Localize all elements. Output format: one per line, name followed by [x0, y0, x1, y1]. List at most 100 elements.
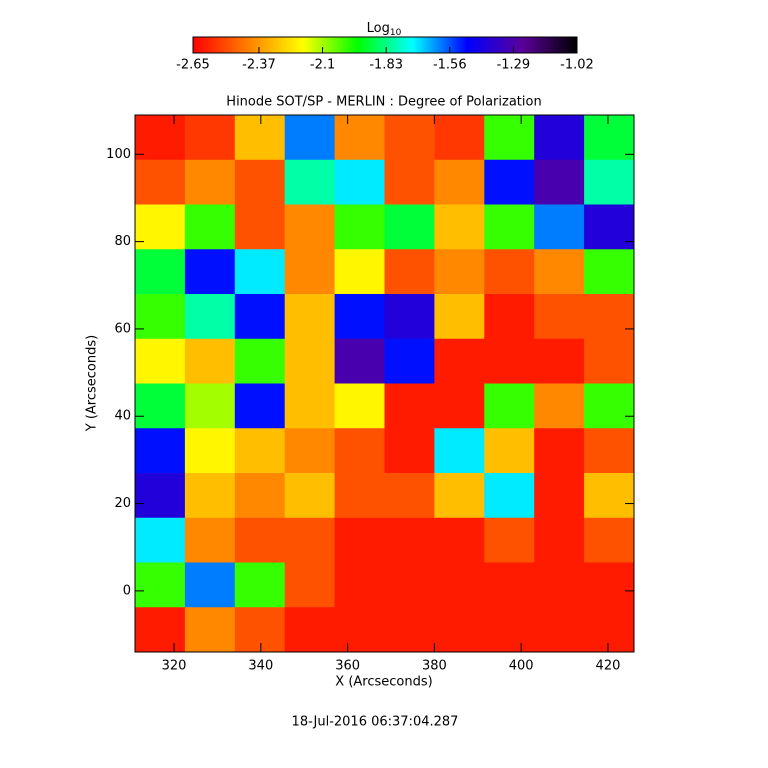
heatmap-cell	[484, 204, 535, 250]
heatmap-cell	[184, 562, 236, 608]
heatmap-cell	[135, 517, 186, 563]
y-tick-label: 80	[114, 234, 131, 249]
heatmap-cell	[184, 294, 236, 340]
heatmap-cell	[184, 607, 236, 653]
heatmap-cell	[384, 294, 435, 340]
heatmap-cell	[384, 383, 435, 429]
heatmap-cell	[234, 249, 286, 295]
heatmap-cell	[534, 383, 585, 429]
x-axis-label: X (Arcseconds)	[335, 675, 432, 690]
heatmap-cell	[534, 294, 585, 340]
y-axis-label: Y (Arcseconds)	[85, 335, 100, 432]
heatmap-cell	[234, 159, 286, 205]
heatmap-cell	[384, 249, 435, 295]
heatmap-cell	[135, 473, 186, 519]
heatmap-cell	[434, 204, 485, 250]
heatmap-cell	[434, 517, 485, 563]
heatmap-cell	[434, 294, 485, 340]
heatmap-cell	[284, 249, 336, 295]
heatmap-cell	[135, 562, 186, 608]
heatmap-cell	[584, 428, 635, 474]
heatmap-cell	[234, 473, 286, 519]
heatmap-cell	[534, 204, 585, 250]
heatmap-cell	[434, 428, 485, 474]
heatmap-cell	[384, 115, 435, 161]
heatmap-cell	[234, 562, 286, 608]
heatmap-cell	[584, 607, 635, 653]
heatmap-cell	[534, 115, 585, 161]
x-tick-label: 420	[596, 659, 621, 674]
heatmap-cell	[434, 115, 485, 161]
colorbar-tick-label: -1.02	[560, 58, 594, 73]
colorbar-tick-label: -1.83	[369, 58, 403, 73]
heatmap-cell	[284, 473, 336, 519]
y-tick-label: 60	[114, 321, 131, 336]
heatmap-cell	[334, 473, 385, 519]
heatmap-cell	[584, 473, 635, 519]
heatmap-cell	[284, 517, 336, 563]
heatmap-cell	[334, 517, 385, 563]
heatmap-cell	[434, 338, 485, 384]
heatmap-cell	[584, 115, 635, 161]
heatmap-cell	[534, 159, 585, 205]
x-tick-label: 320	[162, 659, 187, 674]
heatmap-cell	[135, 294, 186, 340]
heatmap-cell	[234, 517, 286, 563]
colorbar-tick-label: -1.56	[433, 58, 467, 73]
heatmap-cell	[584, 294, 635, 340]
heatmap-cell	[184, 338, 236, 384]
heatmap-cell	[534, 428, 585, 474]
heatmap-cell	[534, 249, 585, 295]
x-tick-label: 340	[248, 659, 273, 674]
heatmap-cell	[184, 115, 236, 161]
heatmap-cell	[184, 249, 236, 295]
heatmap-cell	[434, 383, 485, 429]
x-tick-label: 400	[509, 659, 534, 674]
heatmap-cell	[534, 607, 585, 653]
heatmap-cell	[584, 383, 635, 429]
x-tick-label: 380	[422, 659, 447, 674]
plot-frame	[134, 114, 635, 653]
heatmap-cell	[384, 517, 435, 563]
y-tick-label: 0	[123, 583, 131, 598]
y-tick-label: 20	[114, 496, 131, 511]
heatmap-cell	[584, 249, 635, 295]
heatmap-cell	[584, 159, 635, 205]
heatmap-cell	[484, 294, 535, 340]
heatmap-cell	[384, 562, 435, 608]
heatmap-cell	[384, 473, 435, 519]
heatmap-cell	[484, 338, 535, 384]
y-tick-label: 100	[106, 147, 131, 162]
heatmap-cell	[135, 249, 186, 295]
heatmap-cell	[135, 428, 186, 474]
heatmap-cell	[234, 428, 286, 474]
heatmap-cell	[234, 294, 286, 340]
colorbar-tick-label: -2.1	[310, 58, 335, 73]
heatmap-cell	[384, 428, 435, 474]
heatmap-cell	[334, 607, 385, 653]
heatmap-cell	[534, 562, 585, 608]
heatmap-cell	[284, 115, 336, 161]
heatmap-cell	[434, 607, 485, 653]
heatmap-cell	[284, 294, 336, 340]
heatmap-cell	[284, 562, 336, 608]
heatmap-cell	[334, 204, 385, 250]
heatmap-cell	[484, 383, 535, 429]
heatmap-cell	[484, 473, 535, 519]
heatmap-cell	[284, 383, 336, 429]
colorbar-tick-label: -1.29	[497, 58, 531, 73]
heatmap-cell	[135, 204, 186, 250]
colorbar-label-sub: 10	[390, 28, 402, 38]
heatmap-cell	[334, 383, 385, 429]
heatmap-cell	[184, 204, 236, 250]
colorbar	[192, 36, 578, 54]
x-tick-label: 360	[335, 659, 360, 674]
heatmap-cell	[384, 159, 435, 205]
heatmap-cell	[135, 607, 186, 653]
heatmap-cell	[184, 428, 236, 474]
heatmap-cell	[584, 517, 635, 563]
heatmap-cell	[484, 159, 535, 205]
heatmap-cell	[334, 338, 385, 384]
heatmap-cell	[434, 249, 485, 295]
heatmap-cell	[284, 607, 336, 653]
